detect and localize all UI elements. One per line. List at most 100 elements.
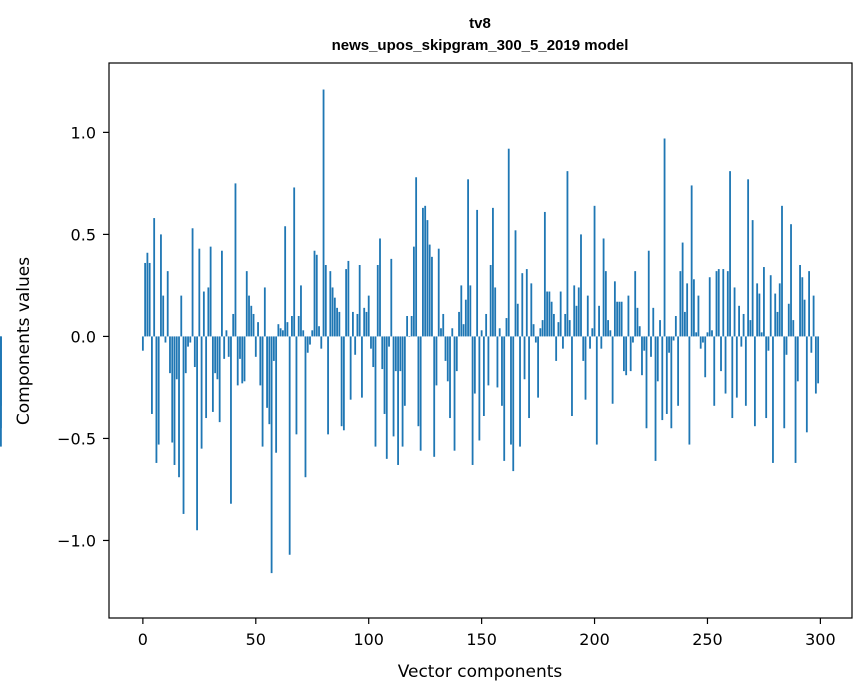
- bar: [442, 313, 445, 337]
- bar: [503, 336, 506, 461]
- bar: [679, 271, 682, 337]
- bar: [650, 336, 652, 357]
- bar: [239, 336, 241, 359]
- bar: [702, 336, 704, 343]
- bar: [225, 330, 228, 337]
- y-axis-ticks: −1.0 −0.5 0.0 0.5 1.0: [57, 123, 109, 550]
- bar: [476, 209, 479, 337]
- x-tick-label: 50: [246, 630, 266, 649]
- bar: [805, 336, 808, 433]
- bar: [528, 336, 530, 419]
- bar: [704, 336, 707, 378]
- bar: [263, 287, 266, 337]
- bar: [189, 336, 192, 343]
- bar: [379, 238, 381, 337]
- bar: [550, 301, 553, 337]
- bar: [349, 336, 352, 400]
- bar: [363, 307, 366, 337]
- bar: [157, 336, 160, 445]
- bar: [760, 332, 763, 337]
- bar: [352, 311, 354, 337]
- bar: [426, 220, 429, 337]
- bar: [534, 336, 537, 343]
- bar: [744, 336, 747, 406]
- bar: [595, 336, 598, 445]
- bar: [699, 336, 702, 349]
- bar: [164, 336, 167, 343]
- bar: [281, 330, 284, 337]
- x-tick-label: 300: [805, 630, 836, 649]
- bar: [297, 316, 300, 337]
- bar: [641, 336, 643, 376]
- bar: [354, 336, 357, 355]
- bar: [257, 322, 259, 337]
- bar: [202, 291, 205, 337]
- bar: [756, 283, 759, 337]
- bar: [306, 336, 309, 353]
- bar: [735, 336, 738, 398]
- bar: [462, 324, 465, 337]
- bar: [428, 244, 431, 337]
- bar: [695, 332, 698, 337]
- bar: [338, 311, 341, 337]
- bar: [453, 336, 456, 451]
- bar: [609, 330, 612, 337]
- bar: [236, 336, 239, 386]
- bar: [216, 336, 219, 380]
- y-tick-label: 0.5: [71, 225, 96, 244]
- bar: [435, 336, 438, 386]
- bar: [539, 328, 542, 337]
- bar: [279, 328, 282, 337]
- bar: [361, 336, 363, 398]
- bar: [169, 336, 171, 374]
- bar: [516, 303, 519, 337]
- bar: [345, 269, 348, 337]
- bar: [178, 336, 180, 478]
- bar: [812, 295, 815, 337]
- x-tick-label: 100: [353, 630, 384, 649]
- bar: [367, 295, 370, 337]
- bar: [320, 336, 323, 349]
- bar: [611, 336, 614, 404]
- bar: [693, 279, 695, 337]
- bar: [557, 322, 560, 337]
- bar: [690, 185, 693, 337]
- bar: [765, 336, 768, 419]
- bar: [772, 336, 774, 463]
- bar: [175, 336, 178, 380]
- bar: [512, 336, 515, 472]
- bar-series: [0, 89, 820, 574]
- bar: [724, 336, 727, 394]
- bar: [582, 336, 585, 361]
- bar: [302, 330, 305, 337]
- bar: [706, 332, 709, 337]
- bar: [593, 205, 596, 337]
- bar: [166, 271, 169, 337]
- bar: [600, 336, 603, 349]
- bar: [311, 330, 314, 337]
- bar: [403, 336, 406, 406]
- bar: [634, 271, 637, 337]
- bar: [625, 336, 628, 376]
- bar: [555, 336, 558, 361]
- bar: [697, 295, 700, 337]
- bar: [810, 336, 813, 353]
- bar: [473, 336, 476, 394]
- bar: [726, 271, 729, 337]
- bar: [277, 324, 280, 337]
- bar: [270, 336, 273, 574]
- bar: [663, 138, 666, 337]
- bar: [385, 336, 388, 459]
- bar: [295, 336, 298, 435]
- bar: [720, 336, 722, 372]
- bar: [347, 260, 350, 337]
- bar: [399, 336, 402, 372]
- bar: [250, 305, 253, 337]
- bar: [616, 301, 619, 337]
- bar: [604, 271, 607, 337]
- bar: [148, 262, 151, 337]
- bar: [552, 313, 555, 337]
- bar: [437, 248, 440, 337]
- bar: [223, 336, 226, 359]
- bar: [288, 336, 291, 555]
